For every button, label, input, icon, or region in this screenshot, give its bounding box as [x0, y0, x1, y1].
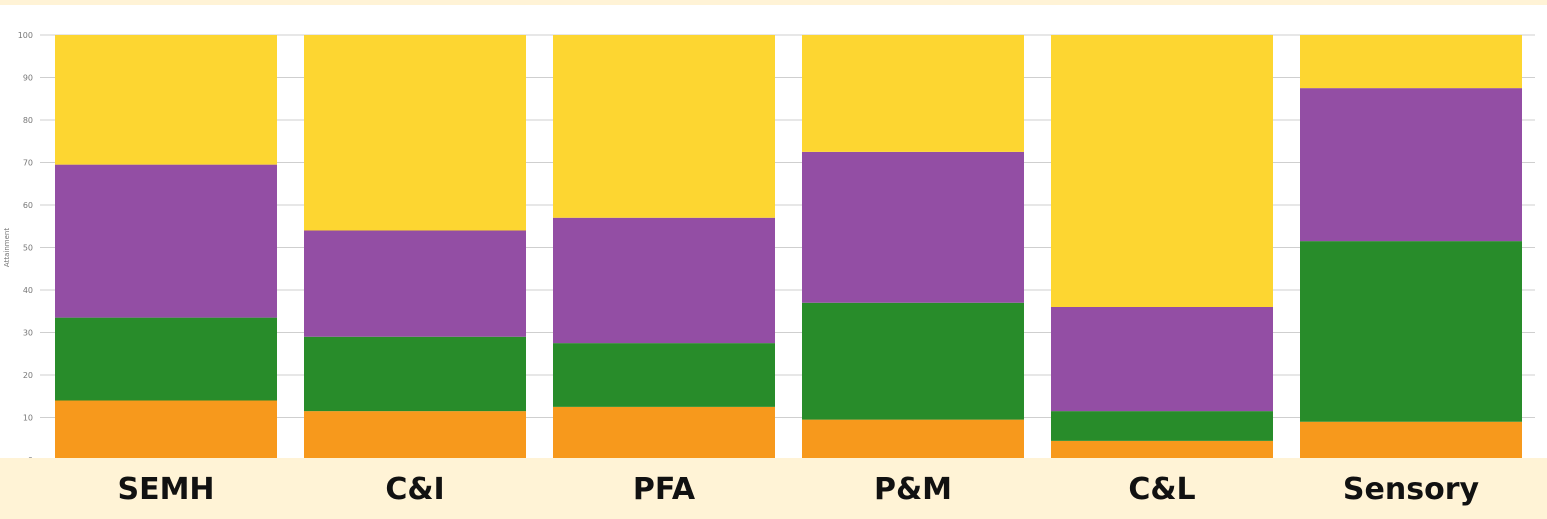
- bar-segment: [553, 343, 775, 407]
- bar-segment: [1051, 307, 1273, 412]
- y-tick-label: 80: [23, 116, 33, 125]
- bar-segment: [304, 411, 526, 458]
- bar-segment: [802, 35, 1024, 152]
- category-label: SEMH: [117, 472, 215, 507]
- chart-panel: 0 10 20 30 40 50 60 70 80 90 100 Attainment: [0, 5, 1547, 458]
- category-label: P&M: [873, 472, 953, 507]
- category-label: C&I: [385, 472, 445, 507]
- grid-lines: [40, 34, 1535, 418]
- y-tick-label: 100: [18, 31, 33, 40]
- category-labels: SEMH C&I PFA P&M C&L Sensory: [0, 458, 1547, 519]
- bar-segment: [1300, 35, 1522, 89]
- bar-segment: [1300, 88, 1522, 242]
- y-tick-label: 40: [23, 286, 33, 295]
- category-label: Sensory: [1342, 472, 1480, 507]
- bar-segment: [55, 35, 277, 165]
- bar-segment: [55, 164, 277, 318]
- bar-segment: [1300, 241, 1522, 422]
- bar-segment: [55, 400, 277, 458]
- bar-segment: [1051, 411, 1273, 441]
- y-axis-title: Attainment: [3, 228, 11, 267]
- y-tick-label: 0: [28, 456, 33, 458]
- bar-segment: [802, 419, 1024, 458]
- bar-segment: [55, 317, 277, 401]
- bar-segment: [304, 230, 526, 337]
- bar-segment: [1051, 440, 1273, 458]
- bar-segment: [553, 35, 775, 218]
- y-tick-label: 60: [23, 201, 33, 210]
- y-tick-label: 90: [23, 74, 33, 83]
- stacked-bar-chart: 0 10 20 30 40 50 60 70 80 90 100 Attainment: [3, 31, 1535, 458]
- y-tick-label: 10: [23, 414, 33, 423]
- category-label: PFA: [632, 472, 696, 507]
- bar-segment: [802, 302, 1024, 420]
- bar-segment: [304, 336, 526, 412]
- bar-segment: [1051, 35, 1273, 307]
- bars: [55, 35, 1522, 458]
- bar-segment: [553, 406, 775, 458]
- category-label: C&L: [1128, 472, 1196, 507]
- bar-segment: [1300, 421, 1522, 458]
- bar-segment: [553, 217, 775, 344]
- y-tick-label: 70: [23, 159, 33, 168]
- y-tick-label: 50: [23, 244, 33, 253]
- y-tick-label: 30: [23, 329, 33, 338]
- y-tick-label: 20: [23, 371, 33, 380]
- bar-segment: [304, 35, 526, 231]
- y-axis-ticks: 0 10 20 30 40 50 60 70 80 90 100: [18, 31, 33, 458]
- bar-segment: [802, 151, 1024, 303]
